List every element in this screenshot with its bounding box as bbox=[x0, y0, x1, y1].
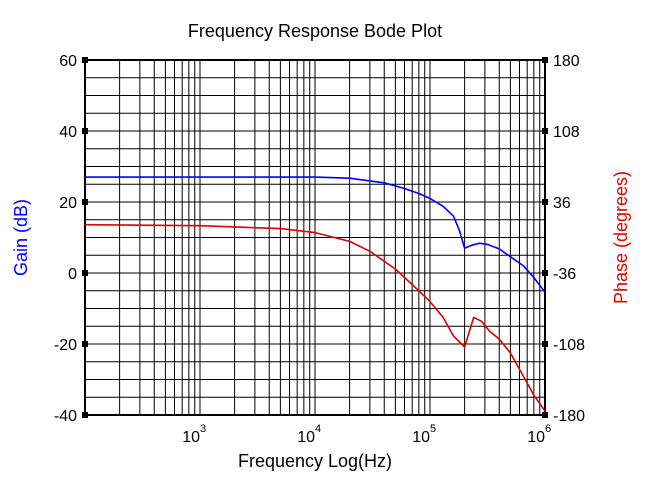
y-right-tick-mark bbox=[542, 128, 548, 134]
y-right-tick-mark bbox=[542, 57, 548, 63]
y-left-axis-label: Gain (dB) bbox=[11, 199, 31, 276]
y-right-tick-mark bbox=[542, 199, 548, 205]
x-tick-label: 10 bbox=[412, 429, 430, 446]
y-left-tick-mark bbox=[82, 412, 88, 418]
plot-frame bbox=[84, 59, 546, 416]
y-left-tick-label: 20 bbox=[59, 195, 77, 212]
y-right-axis-label: Phase (degrees) bbox=[611, 171, 631, 304]
x-tick-exponent: 4 bbox=[315, 423, 321, 435]
x-tick-label: 10 bbox=[297, 429, 315, 446]
x-tick-exponent: 5 bbox=[430, 423, 436, 435]
y-right-tick-label: -36 bbox=[553, 266, 576, 283]
x-tick-exponent: 6 bbox=[545, 423, 551, 435]
y-right-tick-mark bbox=[542, 412, 548, 418]
grid bbox=[84, 60, 545, 415]
y-right-tick-label: -108 bbox=[553, 337, 585, 354]
y-right-tick-label: 36 bbox=[553, 195, 571, 212]
phase-series-line bbox=[84, 223, 546, 412]
y-left-tick-mark bbox=[82, 199, 88, 205]
y-right-tick-label: -180 bbox=[553, 408, 585, 425]
y-right-tick-mark bbox=[542, 341, 548, 347]
y-left-tick-mark bbox=[82, 270, 88, 276]
y-left-tick-mark bbox=[82, 341, 88, 347]
x-tick-label: 10 bbox=[182, 429, 200, 446]
x-tick-label: 10 bbox=[527, 429, 545, 446]
y-left-tick-label: -40 bbox=[54, 408, 77, 425]
x-tick-exponent: 3 bbox=[200, 423, 206, 435]
series-lines bbox=[84, 176, 546, 412]
y-right-tick-label: 180 bbox=[553, 53, 580, 70]
y-left-tick-label: 0 bbox=[68, 266, 77, 283]
chart-title: Frequency Response Bode Plot bbox=[188, 21, 442, 41]
x-axis-label: Frequency Log(Hz) bbox=[238, 451, 392, 471]
y-left-tick-mark bbox=[82, 128, 88, 134]
y-right-tick-label: 108 bbox=[553, 124, 580, 141]
y-right-tick-mark bbox=[542, 270, 548, 276]
y-left-tick-mark bbox=[82, 57, 88, 63]
gain-series-line bbox=[85, 176, 546, 293]
y-left-tick-label: 40 bbox=[59, 124, 77, 141]
y-left-tick-label: -20 bbox=[54, 337, 77, 354]
y-left-tick-label: 60 bbox=[59, 53, 77, 70]
